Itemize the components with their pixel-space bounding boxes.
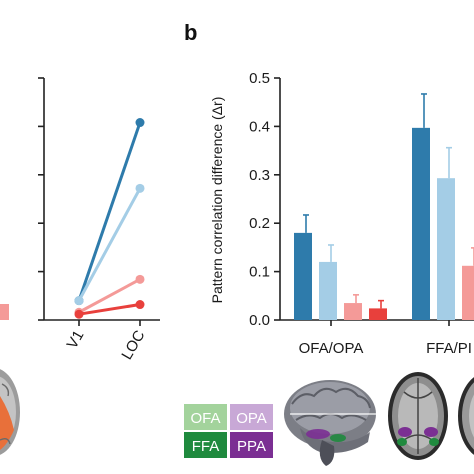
right-y-tick-label: 0.5 <box>249 70 270 87</box>
series-point <box>135 183 145 193</box>
right-y-tick-label: 0.0 <box>249 312 270 329</box>
series-line <box>77 122 142 302</box>
right-y-tick-label: 0.2 <box>249 215 270 232</box>
series-point <box>135 118 145 128</box>
right-y-tick-label: 0.1 <box>249 264 270 281</box>
opa-legend-box <box>230 404 273 430</box>
right-y-tick-label: 0.3 <box>249 167 270 184</box>
ppa-legend-box <box>230 432 273 458</box>
left-x-tick-label: V1 <box>64 328 88 352</box>
bar <box>412 127 430 321</box>
bar <box>319 261 337 320</box>
left-x-tick-label: LOC <box>118 327 148 362</box>
right-y-tick-label: 0.4 <box>249 118 270 135</box>
brain-axial-view <box>388 372 448 460</box>
ffa-legend-box <box>184 432 227 458</box>
brain-lateral-view <box>284 380 378 466</box>
opa-legend-label: OPA <box>236 410 267 427</box>
bar <box>437 178 455 320</box>
bar <box>462 265 474 320</box>
series-point <box>135 300 145 310</box>
ffa-legend-label: FFA <box>192 438 220 455</box>
series-line <box>78 278 141 314</box>
line-chart-panel: V1 LOC <box>0 77 160 363</box>
brain-axial-view-cropped <box>458 377 474 455</box>
series-point <box>74 309 84 319</box>
bar-chart-panel: b 0.0 0.1 0.2 0.3 0.4 0.5 OFA/OPA FFA/PI Patte… <box>184 20 474 357</box>
bar <box>369 308 387 320</box>
bar <box>344 303 362 320</box>
series-line <box>78 303 141 316</box>
series-point <box>74 296 84 306</box>
brain-lateral-left-fragment <box>0 369 20 455</box>
right-x-tick-label: FFA/PI <box>426 340 472 357</box>
series-line <box>77 187 142 302</box>
region-legend: OFA OPA FFA PPA <box>184 404 273 458</box>
ppa-legend-label: PPA <box>237 438 266 455</box>
right-x-tick-label: OFA/OPA <box>299 340 364 357</box>
cropped-bar-fragment <box>0 304 9 320</box>
bar <box>294 232 312 320</box>
ofa-legend-box <box>184 404 227 430</box>
y-axis-label: Pattern correlation difference (Δr) <box>209 97 225 304</box>
ofa-legend-label: OFA <box>190 410 220 427</box>
series-point <box>135 274 145 284</box>
panel-label: b <box>184 20 197 45</box>
